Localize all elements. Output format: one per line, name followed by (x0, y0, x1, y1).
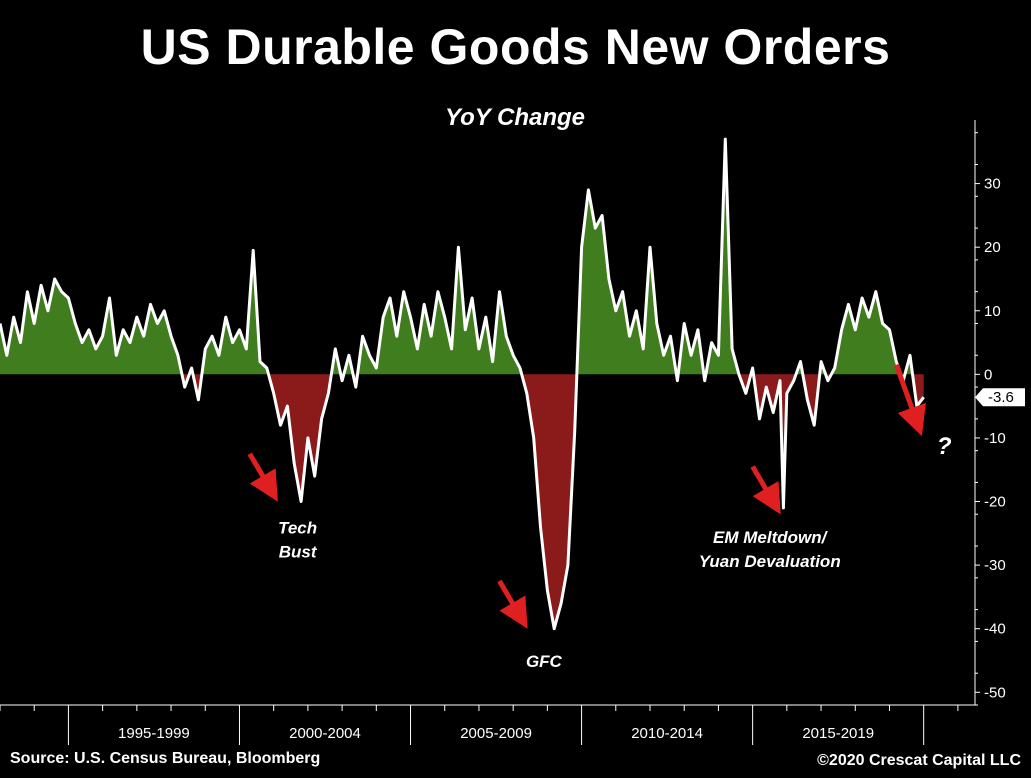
y-tick-label: -20 (984, 494, 1006, 511)
annotation-text: GFC (526, 652, 563, 671)
last-value-label: -3.6 (988, 389, 1014, 406)
annotation-text: EM Meltdown/ (713, 528, 829, 547)
source-note: Source: U.S. Census Bureau, Bloomberg (10, 750, 321, 767)
annotation-text: Tech (278, 518, 317, 537)
annotation-text: ? (937, 433, 952, 460)
annotation-text: Bust (279, 542, 318, 561)
y-tick-label: 30 (984, 176, 1001, 193)
y-tick-label: -40 (984, 621, 1006, 638)
chart-title: US Durable Goods New Orders (140, 19, 891, 75)
red-arrow (750, 465, 781, 515)
negative-area (268, 374, 332, 502)
red-arrow (497, 579, 528, 629)
y-tick-label: 20 (984, 239, 1001, 256)
x-category-label: 2015-2019 (802, 725, 874, 742)
copyright-note: ©2020 Crescat Capital LLC (817, 752, 1021, 769)
red-arrow (893, 363, 926, 437)
y-tick-label: -30 (984, 557, 1006, 574)
x-category-label: 2010-2014 (631, 725, 703, 742)
negative-area (912, 374, 924, 407)
positive-area (576, 189, 677, 375)
y-tick-label: -50 (984, 684, 1006, 701)
y-tick-label: 0 (984, 366, 992, 383)
x-category-label: 1995-1999 (118, 725, 190, 742)
negative-area (753, 374, 796, 508)
last-value-tag (975, 388, 1025, 407)
negative-area (521, 374, 577, 629)
positive-area (831, 291, 901, 375)
annotation-text: Yuan Devaluation (699, 552, 841, 571)
y-tick-label: 10 (984, 303, 1001, 320)
red-arrow (247, 452, 278, 502)
x-category-label: 2005-2009 (460, 725, 532, 742)
x-category-label: 2000-2004 (289, 725, 361, 742)
chart-subtitle: YoY Change (444, 104, 586, 131)
y-tick-label: -10 (984, 430, 1006, 447)
